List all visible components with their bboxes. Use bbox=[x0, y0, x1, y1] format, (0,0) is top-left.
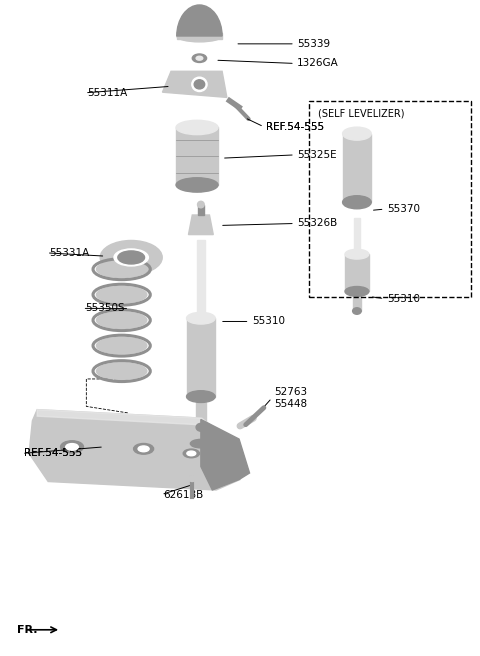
Ellipse shape bbox=[138, 446, 149, 452]
Text: 55350S: 55350S bbox=[85, 304, 124, 314]
Bar bbox=[197, 240, 204, 318]
Ellipse shape bbox=[118, 251, 144, 264]
Ellipse shape bbox=[96, 363, 147, 379]
Ellipse shape bbox=[196, 423, 205, 431]
Ellipse shape bbox=[96, 287, 147, 303]
Ellipse shape bbox=[191, 440, 211, 448]
Ellipse shape bbox=[198, 201, 204, 208]
Bar bbox=[353, 291, 361, 311]
Text: 55339: 55339 bbox=[297, 39, 330, 49]
Ellipse shape bbox=[187, 312, 215, 324]
Ellipse shape bbox=[114, 249, 148, 266]
Text: 52763
55448: 52763 55448 bbox=[275, 387, 308, 409]
Text: FR.: FR. bbox=[17, 625, 37, 635]
Text: 55310: 55310 bbox=[252, 316, 285, 327]
Ellipse shape bbox=[176, 178, 218, 192]
Ellipse shape bbox=[187, 391, 215, 403]
Bar bbox=[187, 318, 215, 397]
Text: REF.54-555: REF.54-555 bbox=[266, 122, 324, 132]
Ellipse shape bbox=[343, 195, 371, 209]
Ellipse shape bbox=[96, 337, 147, 354]
Text: REF.54-555: REF.54-555 bbox=[266, 122, 324, 132]
Polygon shape bbox=[29, 409, 240, 490]
Ellipse shape bbox=[188, 475, 197, 482]
Polygon shape bbox=[189, 215, 213, 235]
Polygon shape bbox=[201, 419, 250, 490]
Ellipse shape bbox=[66, 443, 78, 450]
Text: 55325E: 55325E bbox=[297, 150, 337, 160]
Ellipse shape bbox=[187, 451, 196, 456]
Text: 62618B: 62618B bbox=[164, 489, 204, 500]
Bar bbox=[196, 395, 205, 427]
Ellipse shape bbox=[192, 54, 206, 62]
Text: REF.54-555: REF.54-555 bbox=[24, 449, 83, 459]
Ellipse shape bbox=[100, 241, 162, 274]
Polygon shape bbox=[37, 409, 225, 444]
Bar bbox=[343, 134, 371, 202]
Text: 55326B: 55326B bbox=[297, 218, 337, 228]
Bar bbox=[354, 218, 360, 254]
Bar bbox=[345, 254, 369, 291]
Bar bbox=[177, 33, 222, 39]
Wedge shape bbox=[177, 5, 222, 36]
Ellipse shape bbox=[60, 441, 84, 453]
Text: 55311A: 55311A bbox=[87, 88, 128, 98]
Bar bbox=[309, 100, 471, 297]
Ellipse shape bbox=[96, 312, 147, 329]
Text: REF.54-555: REF.54-555 bbox=[24, 449, 83, 459]
Ellipse shape bbox=[196, 56, 203, 60]
Polygon shape bbox=[162, 72, 227, 97]
Bar bbox=[191, 427, 211, 443]
Text: 55370: 55370 bbox=[387, 204, 420, 214]
Ellipse shape bbox=[345, 249, 369, 259]
Ellipse shape bbox=[96, 261, 147, 277]
Text: (SELF LEVELIZER): (SELF LEVELIZER) bbox=[318, 108, 404, 119]
Ellipse shape bbox=[194, 80, 204, 89]
Ellipse shape bbox=[133, 443, 154, 454]
Ellipse shape bbox=[177, 30, 222, 42]
Ellipse shape bbox=[343, 127, 371, 140]
Ellipse shape bbox=[183, 449, 199, 458]
Bar bbox=[198, 205, 204, 215]
Ellipse shape bbox=[192, 77, 207, 92]
Text: 1326GA: 1326GA bbox=[297, 58, 339, 68]
Text: 55331A: 55331A bbox=[49, 248, 89, 258]
Text: 55310: 55310 bbox=[387, 294, 420, 304]
Ellipse shape bbox=[353, 308, 361, 314]
Bar bbox=[176, 127, 218, 185]
Ellipse shape bbox=[345, 287, 369, 297]
Ellipse shape bbox=[176, 120, 218, 134]
